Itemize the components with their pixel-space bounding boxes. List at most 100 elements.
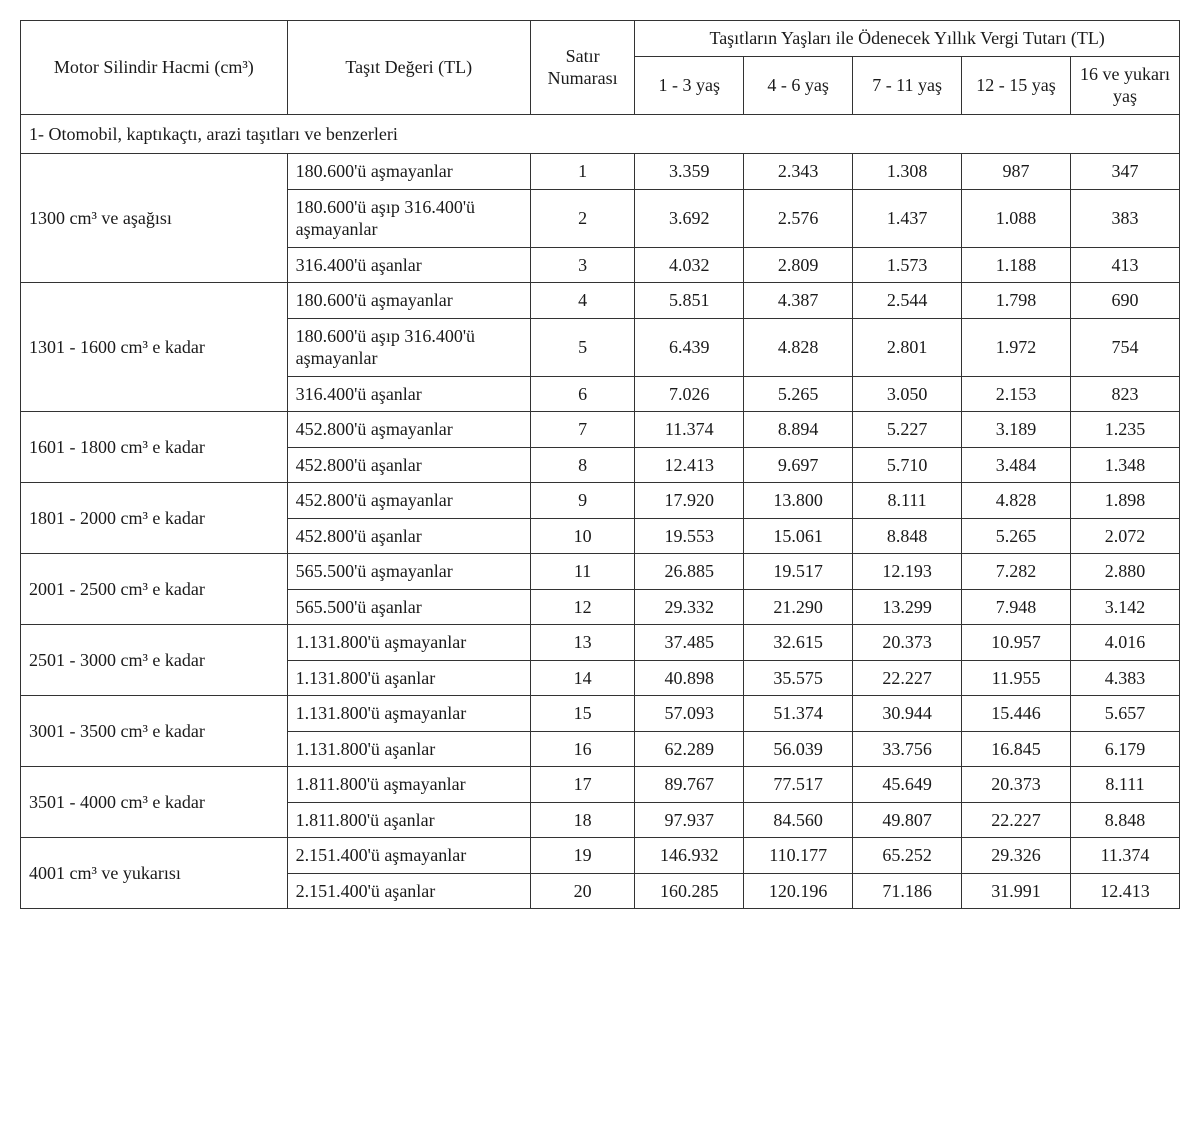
amount-cell: 110.177: [744, 838, 853, 874]
amount-cell: 3.484: [962, 447, 1071, 483]
amount-cell: 13.299: [853, 589, 962, 625]
amount-cell: 4.032: [635, 247, 744, 283]
value-cell: 1.131.800'ü aşanlar: [287, 660, 530, 696]
amount-cell: 5.657: [1071, 696, 1180, 732]
amount-cell: 8.111: [853, 483, 962, 519]
amount-cell: 77.517: [744, 767, 853, 803]
engine-cell: 2501 - 3000 cm³ e kadar: [21, 625, 288, 696]
amount-cell: 40.898: [635, 660, 744, 696]
amount-cell: 8.111: [1071, 767, 1180, 803]
amount-cell: 19.517: [744, 554, 853, 590]
value-cell: 452.800'ü aşanlar: [287, 518, 530, 554]
amount-cell: 26.885: [635, 554, 744, 590]
amount-cell: 1.798: [962, 283, 1071, 319]
rowno-cell: 6: [530, 376, 634, 412]
amount-cell: 3.692: [635, 189, 744, 247]
col-rowno: Satır Numarası: [530, 21, 634, 115]
col-value: Taşıt Değeri (TL): [287, 21, 530, 115]
rowno-cell: 1: [530, 154, 634, 190]
amount-cell: 2.153: [962, 376, 1071, 412]
amount-cell: 7.282: [962, 554, 1071, 590]
engine-cell: 1801 - 2000 cm³ e kadar: [21, 483, 288, 554]
col-age-4: 12 - 15 yaş: [962, 56, 1071, 114]
rowno-cell: 14: [530, 660, 634, 696]
value-cell: 316.400'ü aşanlar: [287, 247, 530, 283]
value-cell: 1.131.800'ü aşmayanlar: [287, 625, 530, 661]
rowno-cell: 2: [530, 189, 634, 247]
amount-cell: 5.265: [744, 376, 853, 412]
value-cell: 2.151.400'ü aşmayanlar: [287, 838, 530, 874]
amount-cell: 15.061: [744, 518, 853, 554]
amount-cell: 8.848: [1071, 802, 1180, 838]
amount-cell: 11.374: [1071, 838, 1180, 874]
value-cell: 1.811.800'ü aşmayanlar: [287, 767, 530, 803]
amount-cell: 5.851: [635, 283, 744, 319]
amount-cell: 2.544: [853, 283, 962, 319]
amount-cell: 97.937: [635, 802, 744, 838]
amount-cell: 2.343: [744, 154, 853, 190]
amount-cell: 5.265: [962, 518, 1071, 554]
amount-cell: 29.326: [962, 838, 1071, 874]
table-row: 1301 - 1600 cm³ e kadar180.600'ü aşmayan…: [21, 283, 1180, 319]
amount-cell: 6.439: [635, 318, 744, 376]
engine-cell: 3001 - 3500 cm³ e kadar: [21, 696, 288, 767]
engine-cell: 1601 - 1800 cm³ e kadar: [21, 412, 288, 483]
amount-cell: 12.413: [635, 447, 744, 483]
amount-cell: 22.227: [853, 660, 962, 696]
engine-cell: 4001 cm³ ve yukarısı: [21, 838, 288, 909]
table-row: 1601 - 1800 cm³ e kadar452.800'ü aşmayan…: [21, 412, 1180, 448]
amount-cell: 37.485: [635, 625, 744, 661]
tax-table: Motor Silindir Hacmi (cm³) Taşıt Değeri …: [20, 20, 1180, 909]
value-cell: 180.600'ü aşıp 316.400'ü aşmayanlar: [287, 318, 530, 376]
amount-cell: 32.615: [744, 625, 853, 661]
value-cell: 452.800'ü aşmayanlar: [287, 483, 530, 519]
amount-cell: 1.573: [853, 247, 962, 283]
amount-cell: 21.290: [744, 589, 853, 625]
amount-cell: 56.039: [744, 731, 853, 767]
amount-cell: 2.809: [744, 247, 853, 283]
value-cell: 1.131.800'ü aşmayanlar: [287, 696, 530, 732]
rowno-cell: 13: [530, 625, 634, 661]
amount-cell: 754: [1071, 318, 1180, 376]
table-body: 1- Otomobil, kaptıkaçtı, arazi taşıtları…: [21, 114, 1180, 909]
amount-cell: 413: [1071, 247, 1180, 283]
amount-cell: 8.848: [853, 518, 962, 554]
value-cell: 180.600'ü aşmayanlar: [287, 154, 530, 190]
amount-cell: 2.072: [1071, 518, 1180, 554]
amount-cell: 5.227: [853, 412, 962, 448]
amount-cell: 84.560: [744, 802, 853, 838]
rowno-cell: 3: [530, 247, 634, 283]
amount-cell: 9.697: [744, 447, 853, 483]
amount-cell: 4.387: [744, 283, 853, 319]
amount-cell: 17.920: [635, 483, 744, 519]
value-cell: 316.400'ü aşanlar: [287, 376, 530, 412]
amount-cell: 20.373: [853, 625, 962, 661]
amount-cell: 35.575: [744, 660, 853, 696]
rowno-cell: 5: [530, 318, 634, 376]
amount-cell: 160.285: [635, 873, 744, 909]
amount-cell: 1.308: [853, 154, 962, 190]
engine-cell: 3501 - 4000 cm³ e kadar: [21, 767, 288, 838]
table-row: 3001 - 3500 cm³ e kadar1.131.800'ü aşmay…: [21, 696, 1180, 732]
amount-cell: 6.179: [1071, 731, 1180, 767]
table-row: 1300 cm³ ve aşağısı180.600'ü aşmayanlar1…: [21, 154, 1180, 190]
amount-cell: 1.898: [1071, 483, 1180, 519]
amount-cell: 33.756: [853, 731, 962, 767]
amount-cell: 3.189: [962, 412, 1071, 448]
amount-cell: 987: [962, 154, 1071, 190]
amount-cell: 383: [1071, 189, 1180, 247]
amount-cell: 4.383: [1071, 660, 1180, 696]
table-row: 4001 cm³ ve yukarısı2.151.400'ü aşmayanl…: [21, 838, 1180, 874]
amount-cell: 1.348: [1071, 447, 1180, 483]
amount-cell: 1.437: [853, 189, 962, 247]
amount-cell: 49.807: [853, 802, 962, 838]
amount-cell: 31.991: [962, 873, 1071, 909]
rowno-cell: 10: [530, 518, 634, 554]
rowno-cell: 7: [530, 412, 634, 448]
table-header: Motor Silindir Hacmi (cm³) Taşıt Değeri …: [21, 21, 1180, 115]
amount-cell: 347: [1071, 154, 1180, 190]
rowno-cell: 19: [530, 838, 634, 874]
rowno-cell: 20: [530, 873, 634, 909]
amount-cell: 13.800: [744, 483, 853, 519]
amount-cell: 3.050: [853, 376, 962, 412]
